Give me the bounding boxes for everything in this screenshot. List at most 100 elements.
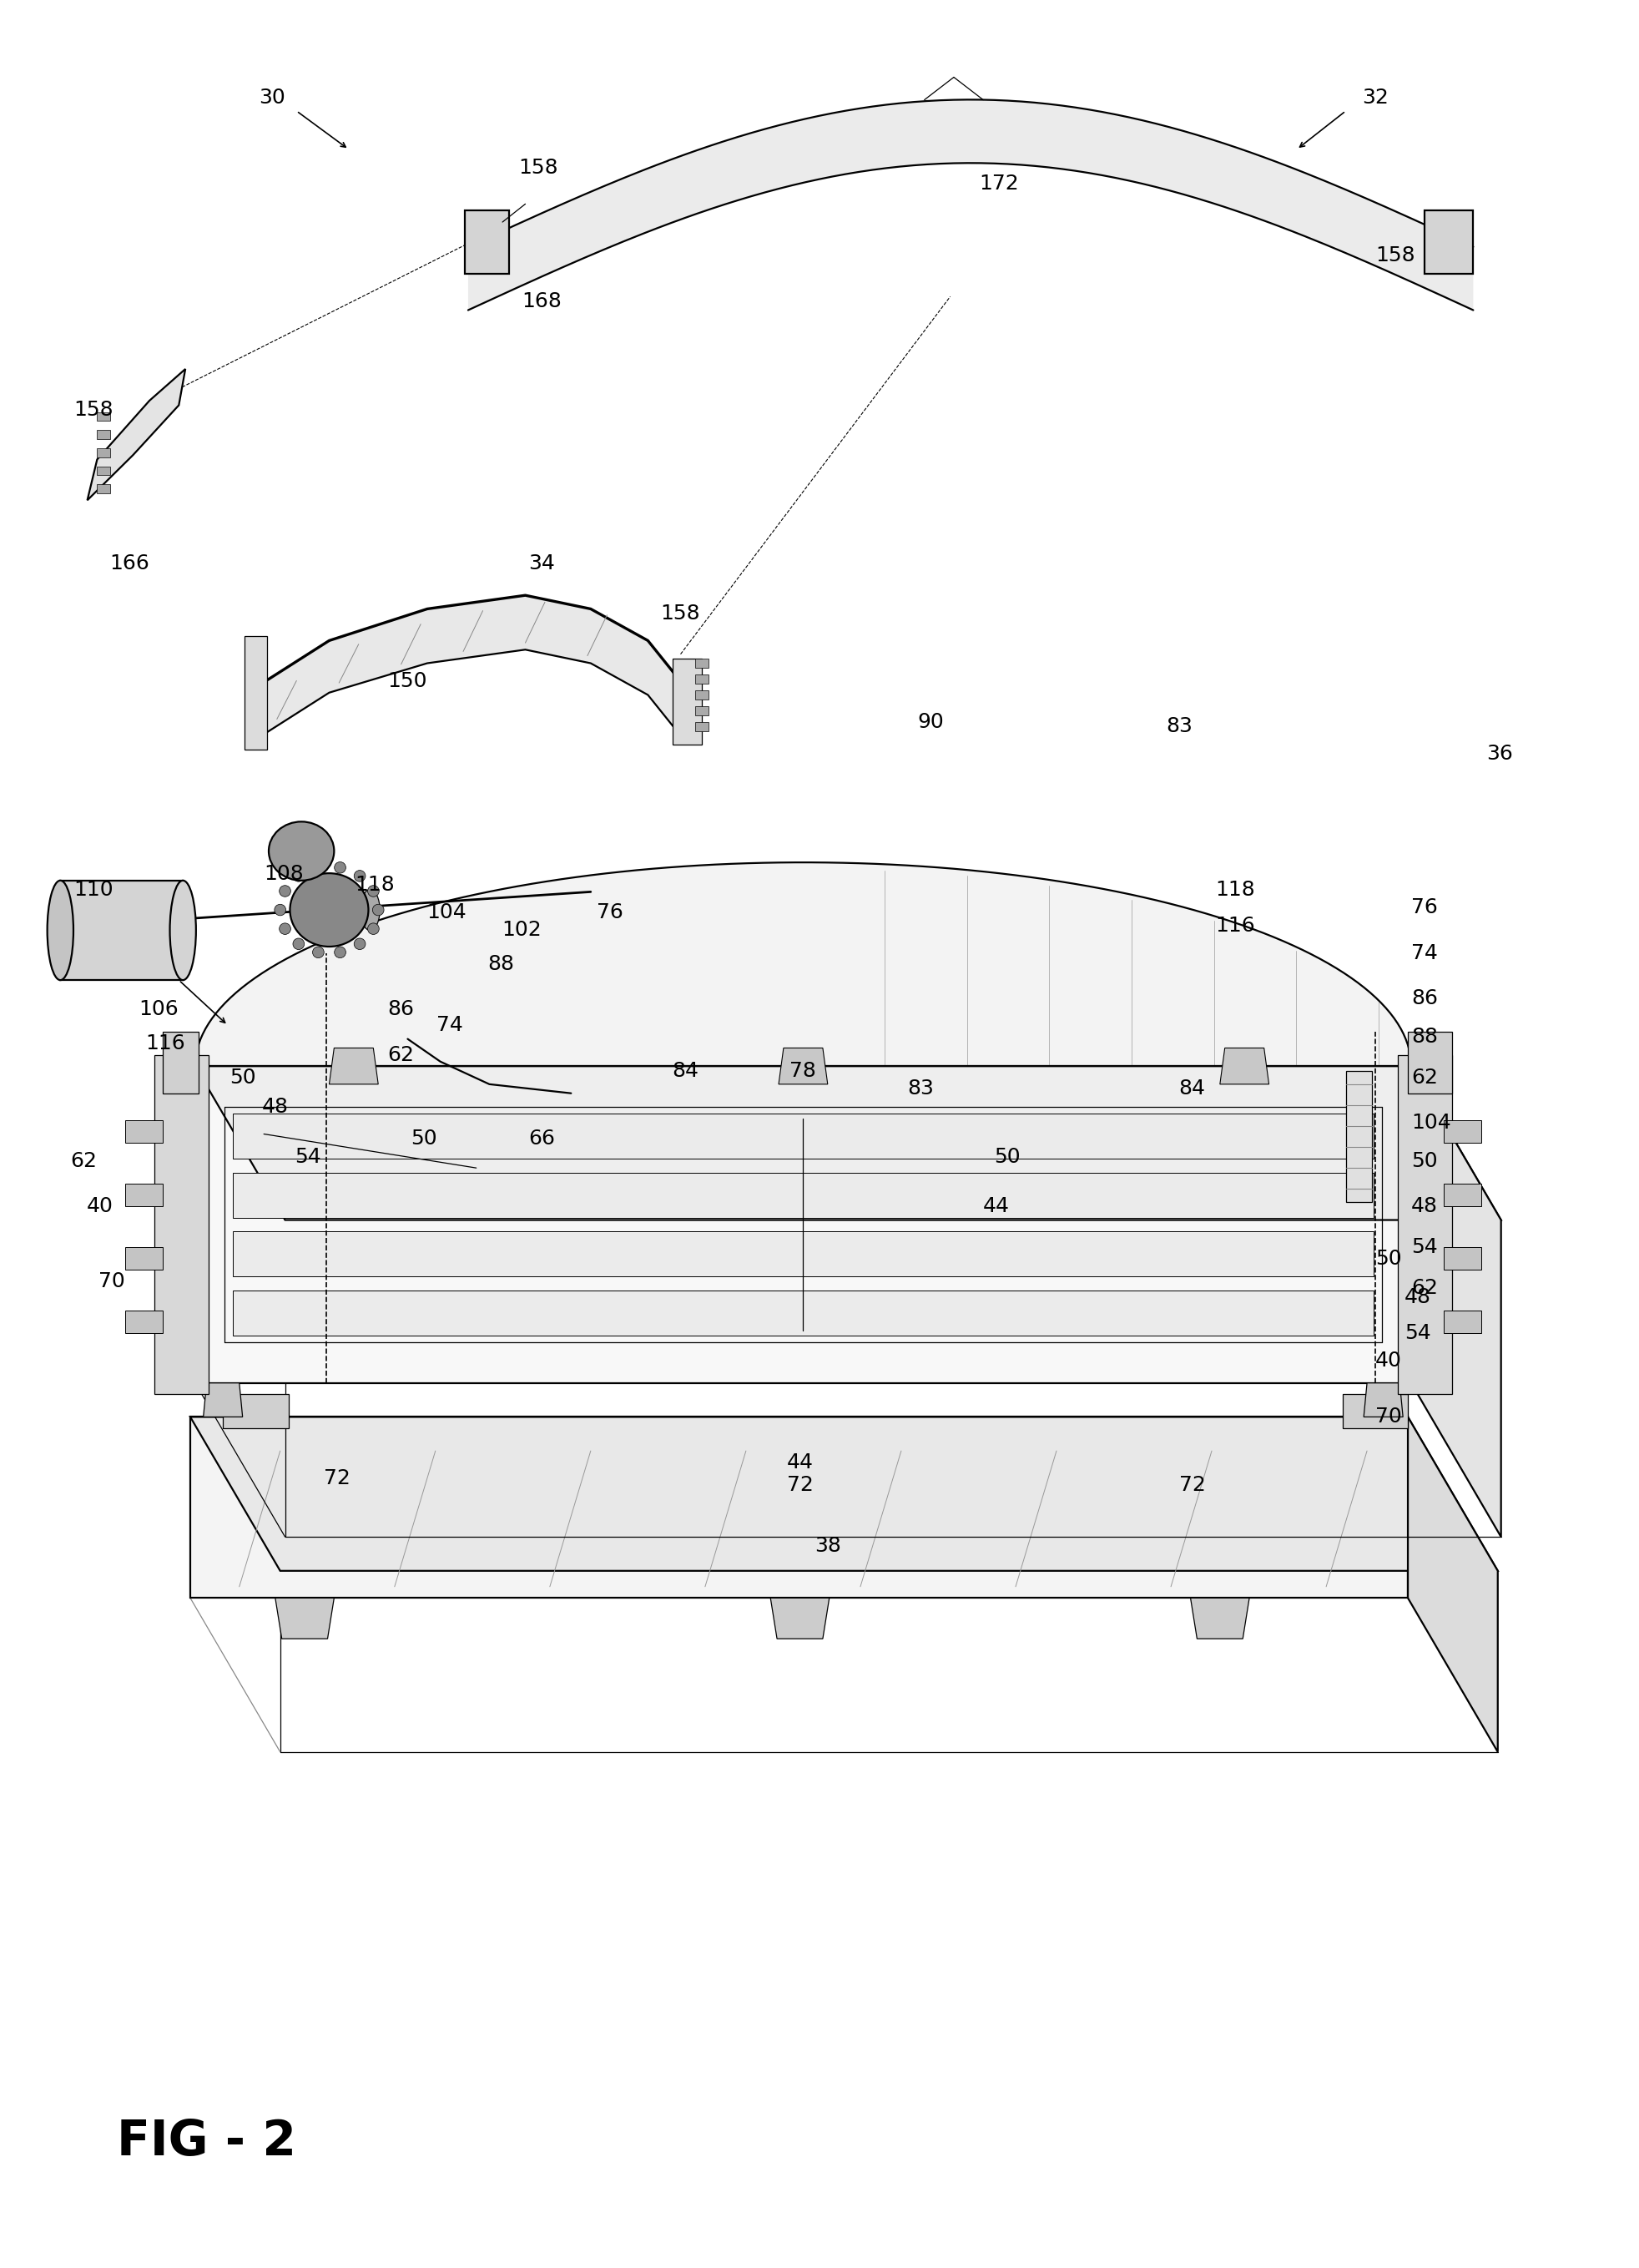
Text: 38: 38 — [815, 1535, 841, 1556]
Text: 70: 70 — [98, 1270, 125, 1290]
Text: 86: 86 — [387, 1000, 415, 1021]
Text: 158: 158 — [518, 156, 559, 177]
Text: 110: 110 — [74, 880, 113, 900]
Ellipse shape — [290, 873, 369, 946]
Text: 50: 50 — [1375, 1247, 1401, 1268]
Ellipse shape — [367, 923, 379, 934]
Ellipse shape — [334, 862, 346, 873]
Text: 40: 40 — [1375, 1349, 1401, 1370]
Ellipse shape — [354, 939, 365, 950]
Polygon shape — [1411, 1066, 1501, 1538]
Ellipse shape — [372, 905, 384, 916]
Ellipse shape — [361, 889, 380, 930]
Polygon shape — [1424, 211, 1473, 274]
Text: 84: 84 — [672, 1061, 698, 1080]
Polygon shape — [125, 1184, 162, 1207]
Text: 50: 50 — [1411, 1152, 1437, 1170]
Ellipse shape — [313, 946, 325, 957]
Text: 74: 74 — [1411, 943, 1437, 964]
Ellipse shape — [170, 880, 197, 980]
Polygon shape — [695, 689, 708, 699]
Text: 44: 44 — [787, 1452, 813, 1472]
Polygon shape — [695, 705, 708, 714]
Polygon shape — [203, 1383, 243, 1418]
Text: 158: 158 — [661, 603, 700, 624]
Ellipse shape — [313, 862, 325, 873]
Text: 62: 62 — [387, 1046, 415, 1064]
Text: 74: 74 — [436, 1016, 464, 1036]
Polygon shape — [275, 1599, 334, 1640]
Text: 50: 50 — [411, 1129, 438, 1148]
Polygon shape — [770, 1599, 829, 1640]
Text: 166: 166 — [110, 553, 149, 574]
Text: 88: 88 — [487, 955, 515, 975]
Text: 54: 54 — [295, 1148, 321, 1166]
Polygon shape — [1408, 1418, 1498, 1751]
Polygon shape — [61, 880, 184, 980]
Text: 118: 118 — [356, 875, 395, 896]
Polygon shape — [233, 1173, 1373, 1218]
Polygon shape — [233, 1232, 1373, 1277]
Polygon shape — [125, 1120, 162, 1143]
Ellipse shape — [48, 880, 74, 980]
Polygon shape — [233, 1290, 1373, 1336]
Text: 40: 40 — [87, 1198, 113, 1216]
Text: 158: 158 — [1375, 245, 1414, 265]
Ellipse shape — [293, 939, 305, 950]
Text: 86: 86 — [1411, 989, 1437, 1009]
Text: 76: 76 — [1411, 898, 1437, 919]
Polygon shape — [1398, 1055, 1452, 1395]
Ellipse shape — [269, 821, 334, 880]
Text: 150: 150 — [388, 671, 428, 692]
Text: 116: 116 — [1214, 916, 1255, 937]
Text: 172: 172 — [980, 172, 1019, 193]
Polygon shape — [1219, 1048, 1269, 1084]
Text: 34: 34 — [528, 553, 556, 574]
Polygon shape — [190, 1418, 1408, 1599]
Polygon shape — [244, 635, 267, 748]
Polygon shape — [233, 1114, 1373, 1159]
Text: 72: 72 — [325, 1467, 351, 1488]
Text: 158: 158 — [74, 399, 113, 420]
Text: 116: 116 — [146, 1034, 185, 1052]
Text: 30: 30 — [259, 88, 285, 107]
Text: 83: 83 — [908, 1080, 934, 1098]
Text: 88: 88 — [1411, 1027, 1437, 1048]
Polygon shape — [1444, 1247, 1482, 1270]
Text: 50: 50 — [229, 1068, 256, 1086]
Text: 66: 66 — [528, 1129, 556, 1148]
Polygon shape — [1444, 1120, 1482, 1143]
Polygon shape — [1346, 1070, 1372, 1202]
Polygon shape — [125, 1311, 162, 1334]
Text: FIG - 2: FIG - 2 — [116, 2118, 297, 2166]
Text: 36: 36 — [1487, 744, 1513, 764]
Polygon shape — [672, 658, 701, 744]
Polygon shape — [329, 1048, 379, 1084]
Text: 83: 83 — [1165, 717, 1192, 737]
Text: 90: 90 — [918, 712, 944, 733]
Text: 104: 104 — [426, 903, 467, 923]
Text: 50: 50 — [995, 1148, 1021, 1166]
Polygon shape — [97, 485, 110, 494]
Polygon shape — [695, 721, 708, 730]
Ellipse shape — [367, 885, 379, 896]
Text: 62: 62 — [70, 1152, 97, 1170]
Polygon shape — [97, 449, 110, 458]
Text: 118: 118 — [1214, 880, 1255, 900]
Polygon shape — [1444, 1311, 1482, 1334]
Polygon shape — [223, 1395, 288, 1429]
Polygon shape — [97, 467, 110, 476]
Text: 70: 70 — [1375, 1406, 1401, 1427]
Text: 102: 102 — [502, 921, 543, 941]
Ellipse shape — [274, 905, 285, 916]
Text: 48: 48 — [262, 1098, 288, 1116]
Polygon shape — [154, 1055, 208, 1395]
Text: 78: 78 — [790, 1061, 816, 1080]
Text: 108: 108 — [264, 864, 303, 885]
Polygon shape — [162, 1032, 198, 1093]
Polygon shape — [695, 674, 708, 683]
Text: 72: 72 — [787, 1474, 813, 1495]
Ellipse shape — [279, 885, 290, 896]
Polygon shape — [1190, 1599, 1249, 1640]
Polygon shape — [1364, 1383, 1403, 1418]
